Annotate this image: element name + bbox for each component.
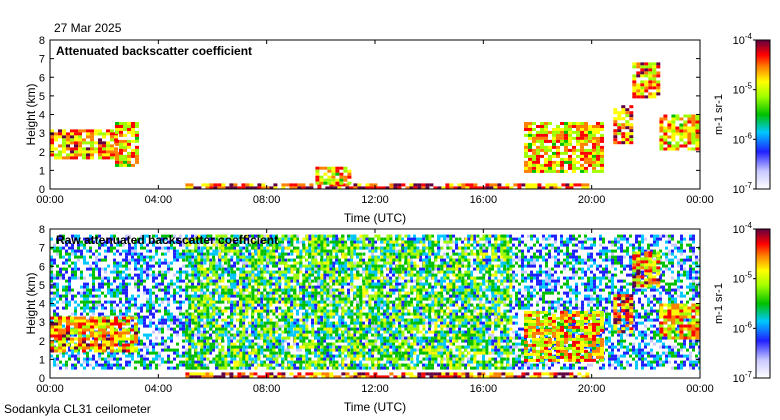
y-tick-label: 5 [39, 91, 45, 103]
x-tick-label: 00:00 [36, 194, 64, 206]
feature-surface-layer [185, 183, 590, 189]
y-tick-label: 1 [39, 165, 45, 177]
x-tick-label: 12:00 [361, 194, 389, 206]
feature-cloud-layer [50, 316, 138, 353]
y-tick-label: 7 [39, 243, 45, 255]
feature-surface-layer [185, 372, 590, 378]
y-tick-label: 0 [39, 184, 45, 196]
y-axis-label: Height (km) [24, 83, 38, 145]
x-tick-label: 00:00 [686, 194, 714, 206]
x-tick-label: 20:00 [578, 194, 606, 206]
x-tick-label: 04:00 [145, 383, 173, 395]
chart-panel-1: Attenuated backscatter coefficient 0 1 2 3 4 5… [24, 32, 771, 225]
colorbar-tick-label: 10-4 [733, 221, 753, 236]
colorbar-tick-label: 10-4 [733, 32, 753, 47]
colorbar-unit-label: m-1 sr-1 [713, 283, 725, 324]
colorbar-tick-label: 10-5 [733, 271, 753, 286]
chart-panel-2: Raw attenuated backscatter coefficient 0 1… [24, 221, 771, 414]
y-axis-label: Height (km) [24, 272, 38, 334]
colorbar-tick-label: 10-7 [733, 370, 753, 385]
feature-cloud-layer [524, 310, 604, 362]
x-tick-label: 16:00 [470, 194, 498, 206]
colorbar-ramp [755, 228, 771, 379]
x-tick-label: 16:00 [470, 383, 498, 395]
y-tick-label: 6 [39, 72, 45, 84]
feature-cloud-layer [50, 129, 118, 160]
y-tick-label: 5 [39, 280, 45, 292]
y-tick-label: 3 [39, 128, 45, 140]
feature-low-cloud [315, 166, 352, 185]
colorbar-tick-label: 10-6 [733, 131, 753, 146]
feature-daytime-noise [185, 234, 513, 370]
y-tick-label: 6 [39, 261, 45, 273]
x-tick-label: 00:00 [36, 383, 64, 395]
x-tick-label: 08:00 [253, 383, 281, 395]
y-tick-label: 2 [39, 336, 45, 348]
heatmap-cells [50, 234, 700, 378]
feature-cloud-layer [524, 122, 604, 173]
colorbar-tick-label: 10-5 [733, 82, 753, 97]
colorbar-ramp [755, 39, 771, 190]
date-label: 27 Mar 2025 [54, 21, 122, 35]
y-tick-label: 0 [39, 373, 45, 385]
x-axis-label: Time (UTC) [344, 211, 406, 225]
feature-cloud-layer [659, 303, 700, 340]
feature-high-cloud [632, 62, 661, 99]
colorbar-unit-label: m-1 sr-1 [713, 94, 725, 135]
y-tick-label: 7 [39, 54, 45, 66]
heatmap-cells [50, 62, 700, 189]
x-tick-label: 12:00 [361, 383, 389, 395]
y-tick-label: 2 [39, 147, 45, 159]
feature-high-cloud [632, 251, 661, 288]
y-tick-label: 1 [39, 354, 45, 366]
y-tick-label: 8 [39, 35, 45, 47]
feature-cloud-layer [115, 122, 139, 167]
panel-title: Raw attenuated backscatter coefficient [56, 233, 278, 247]
feature-cloud-layer [613, 294, 634, 334]
x-tick-label: 20:00 [578, 383, 606, 395]
panel-title: Attenuated backscatter coefficient [56, 44, 252, 58]
station-label: Sodankyla CL31 ceilometer [4, 402, 151, 416]
x-tick-label: 08:00 [253, 194, 281, 206]
y-tick-label: 8 [39, 224, 45, 236]
x-tick-label: 00:00 [686, 383, 714, 395]
x-tick-label: 04:00 [145, 194, 173, 206]
colorbar: 10-7 10-6 10-5 10-4 m-1 sr-1 [713, 32, 771, 196]
y-tick-label: 4 [39, 110, 45, 122]
y-tick-label: 4 [39, 299, 45, 311]
colorbar: 10-7 10-6 10-5 10-4 m-1 sr-1 [713, 221, 771, 385]
feature-cloud-layer [613, 105, 634, 145]
y-tick-label: 3 [39, 317, 45, 329]
colorbar-tick-label: 10-7 [733, 181, 753, 196]
colorbar-tick-label: 10-6 [733, 320, 753, 335]
x-axis-label: Time (UTC) [344, 400, 406, 414]
